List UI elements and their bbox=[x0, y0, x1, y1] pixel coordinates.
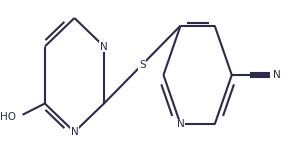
Text: N: N bbox=[273, 70, 281, 80]
Text: HO: HO bbox=[0, 112, 16, 122]
Text: N: N bbox=[177, 119, 185, 129]
Text: N: N bbox=[100, 42, 108, 51]
Text: N: N bbox=[71, 127, 78, 137]
Text: S: S bbox=[139, 60, 146, 70]
